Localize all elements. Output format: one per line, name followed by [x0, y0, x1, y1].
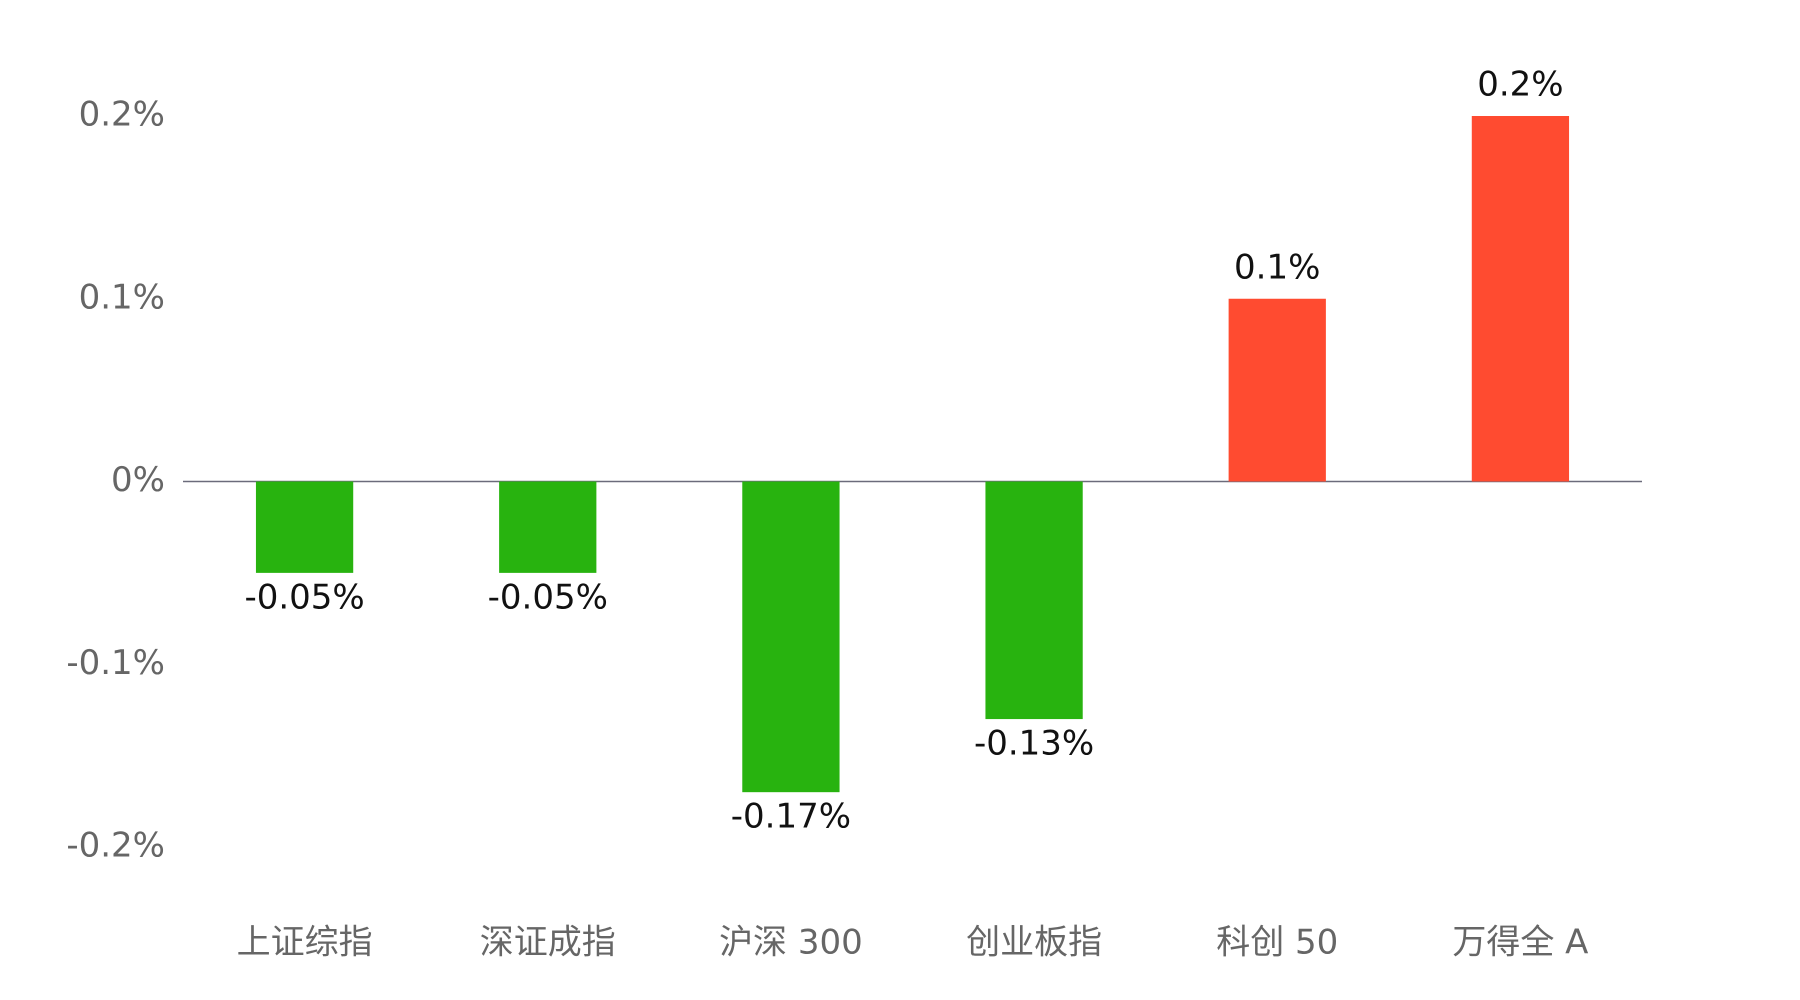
value-label: -0.05% [488, 577, 608, 617]
y-tick-label: -0.1% [66, 643, 165, 683]
bar [499, 481, 597, 573]
x-tick-label: 创业板指 [966, 923, 1102, 963]
x-tick-label: 沪深 300 [719, 923, 863, 963]
x-tick-label: 深证成指 [480, 923, 616, 963]
x-tick-label: 万得全 A [1452, 923, 1588, 963]
value-label: -0.05% [244, 577, 364, 617]
y-tick-label: 0% [111, 460, 165, 500]
x-tick-label: 科创 50 [1216, 923, 1338, 963]
y-tick-label: 0.2% [79, 95, 165, 135]
value-label: 0.2% [1477, 65, 1563, 105]
bar [742, 481, 840, 793]
y-tick-label: 0.1% [79, 277, 165, 317]
x-tick-label: 上证综指 [237, 923, 373, 963]
value-label: -0.13% [974, 724, 1094, 764]
value-label: -0.17% [731, 797, 851, 837]
bar [1471, 116, 1570, 482]
value-label: 0.1% [1234, 247, 1320, 287]
bar [985, 481, 1083, 720]
y-tick-label: -0.2% [66, 826, 165, 866]
bar [1228, 298, 1326, 482]
bar [255, 481, 354, 573]
